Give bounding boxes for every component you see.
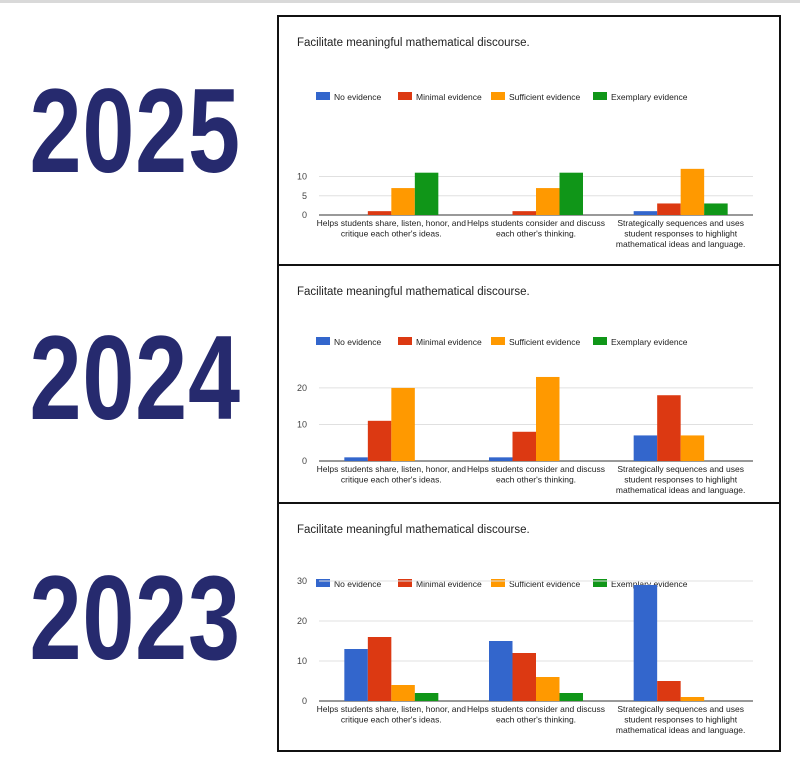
chart-2023-legend-label-3: Exemplary evidence (611, 579, 688, 589)
chart-2023-bar-0-1 (367, 637, 392, 701)
year-label-2025: 2025 (29, 64, 241, 198)
chart-2025-legend-swatch-2 (491, 92, 505, 100)
chart-2025-bar-1-3 (559, 172, 583, 215)
chart-2025-legend-label-2: Sufficient evidence (509, 92, 580, 102)
chart-2023-bar-1-0 (489, 641, 513, 701)
chart-2025-category-label-1-1: each other's thinking. (496, 229, 576, 239)
chart-2023-legend-swatch-1 (398, 579, 412, 587)
chart-2025-bar-1-1 (512, 211, 536, 215)
chart-2025-bar-2-3 (704, 203, 728, 215)
chart-2024-category-label-1-1: each other's thinking. (496, 475, 576, 485)
chart-2025-bar-2-2 (680, 168, 705, 215)
chart-2024-category-label-2-2: mathematical ideas and language. (616, 485, 745, 495)
bar-chart-2025: Facilitate meaningful mathematical disco… (297, 37, 753, 249)
chart-2023-title: Facilitate meaningful mathematical disco… (297, 524, 530, 536)
chart-2025-legend-swatch-3 (593, 92, 607, 100)
chart-2024-bar-1-2 (536, 376, 560, 461)
chart-2023-category-label-1-1: each other's thinking. (496, 715, 576, 725)
chart-panel-2024: Facilitate meaningful mathematical disco… (277, 264, 781, 504)
chart-2025-bar-2-0 (633, 211, 658, 215)
chart-2024-bar-0-1 (367, 420, 392, 461)
chart-2025-category-label-2-1: student responses to highlight (624, 229, 738, 239)
chart-2023-bar-1-2 (536, 677, 560, 701)
chart-2025-y-tick-2: 10 (297, 172, 307, 182)
chart-2025-category-label-2-2: mathematical ideas and language. (616, 239, 745, 249)
chart-2023-category-label-2-1: student responses to highlight (624, 715, 738, 725)
chart-2024-legend-swatch-3 (593, 337, 607, 345)
chart-2023-category-label-2-0: Strategically sequences and uses (617, 704, 744, 714)
chart-2025-bar-1-2 (536, 188, 560, 215)
chart-2024-legend-swatch-1 (398, 337, 412, 345)
chart-2025-legend-label-3: Exemplary evidence (611, 92, 688, 102)
chart-2023-legend-swatch-2 (491, 579, 505, 587)
chart-2024-legend-swatch-0 (316, 337, 330, 345)
chart-2024-title: Facilitate meaningful mathematical disco… (297, 286, 530, 298)
chart-2023-y-tick-1: 10 (297, 656, 307, 666)
chart-2023-legend-label-2: Sufficient evidence (509, 579, 580, 589)
chart-2023-legend-label-1: Minimal evidence (416, 579, 482, 589)
chart-2024-bar-1-0 (489, 457, 513, 461)
chart-2024-category-label-2-0: Strategically sequences and uses (617, 464, 744, 474)
chart-2025-legend-swatch-0 (316, 92, 330, 100)
chart-2023-y-tick-2: 20 (297, 616, 307, 626)
chart-2023-bar-2-0 (633, 585, 658, 701)
chart-2025-legend-swatch-1 (398, 92, 412, 100)
chart-2023-bar-1-3 (559, 693, 583, 701)
chart-2025-y-tick-1: 5 (302, 191, 307, 201)
chart-2023-category-label-0-1: critique each other's ideas. (341, 715, 442, 725)
chart-2023-bar-0-0 (344, 649, 368, 701)
chart-2023-bar-1-1 (512, 653, 536, 701)
chart-2024-legend-swatch-2 (491, 337, 505, 345)
top-divider (0, 0, 800, 3)
chart-2024-legend-label-0: No evidence (334, 337, 382, 347)
chart-2024-legend-label-3: Exemplary evidence (611, 337, 688, 347)
chart-2025-category-label-1-0: Helps students consider and discuss (467, 218, 605, 228)
chart-2025-bar-0-3 (414, 172, 439, 215)
chart-2025-legend-label-1: Minimal evidence (416, 92, 482, 102)
chart-2024-legend-label-1: Minimal evidence (416, 337, 482, 347)
chart-2025-bar-0-1 (367, 211, 392, 215)
chart-2024-bar-0-2 (391, 387, 415, 461)
chart-2024-bar-0-0 (344, 457, 368, 461)
chart-2025-category-label-0-0: Helps students share, listen, honor, and (317, 218, 467, 228)
chart-2024-category-label-1-0: Helps students consider and discuss (467, 464, 605, 474)
bar-chart-2024: Facilitate meaningful mathematical disco… (297, 286, 753, 495)
chart-2023-y-tick-3: 30 (297, 576, 307, 586)
bar-chart-2023: Facilitate meaningful mathematical disco… (297, 524, 753, 735)
chart-2024-bar-2-2 (680, 435, 705, 461)
chart-2023-legend-swatch-0 (316, 579, 330, 587)
year-label-2023: 2023 (29, 551, 241, 685)
chart-panel-2023: Facilitate meaningful mathematical disco… (277, 502, 781, 752)
chart-2023-legend-swatch-3 (593, 579, 607, 587)
chart-2024-category-label-0-0: Helps students share, listen, honor, and (317, 464, 467, 474)
chart-2025-title: Facilitate meaningful mathematical disco… (297, 37, 530, 49)
chart-2024-bar-2-0 (633, 435, 658, 461)
year-label-2024: 2024 (29, 311, 241, 445)
chart-2024-y-tick-2: 20 (297, 383, 307, 393)
chart-2023-bar-0-3 (414, 693, 439, 701)
chart-2023-bar-0-2 (391, 685, 415, 701)
chart-2023-y-tick-0: 0 (302, 696, 307, 706)
chart-panel-2025: Facilitate meaningful mathematical disco… (277, 15, 781, 266)
chart-2025-category-label-2-0: Strategically sequences and uses (617, 218, 744, 228)
chart-2025-bar-2-1 (657, 203, 681, 215)
chart-2023-bar-2-2 (680, 697, 705, 701)
chart-2024-y-tick-0: 0 (302, 456, 307, 466)
chart-2023-category-label-1-0: Helps students consider and discuss (467, 704, 605, 714)
chart-2023-legend-label-0: No evidence (334, 579, 382, 589)
chart-2024-y-tick-1: 10 (297, 419, 307, 429)
chart-2025-y-tick-0: 0 (302, 210, 307, 220)
chart-2024-legend-label-2: Sufficient evidence (509, 337, 580, 347)
chart-2024-bar-2-1 (657, 395, 681, 461)
chart-2024-bar-1-1 (512, 431, 536, 461)
chart-2025-bar-0-2 (391, 188, 415, 215)
chart-2023-category-label-0-0: Helps students share, listen, honor, and (317, 704, 467, 714)
chart-2025-category-label-0-1: critique each other's ideas. (341, 229, 442, 239)
chart-2023-bar-2-1 (657, 681, 681, 701)
chart-2024-category-label-0-1: critique each other's ideas. (341, 475, 442, 485)
chart-2024-category-label-2-1: student responses to highlight (624, 475, 738, 485)
chart-2023-category-label-2-2: mathematical ideas and language. (616, 725, 745, 735)
chart-2025-legend-label-0: No evidence (334, 92, 382, 102)
